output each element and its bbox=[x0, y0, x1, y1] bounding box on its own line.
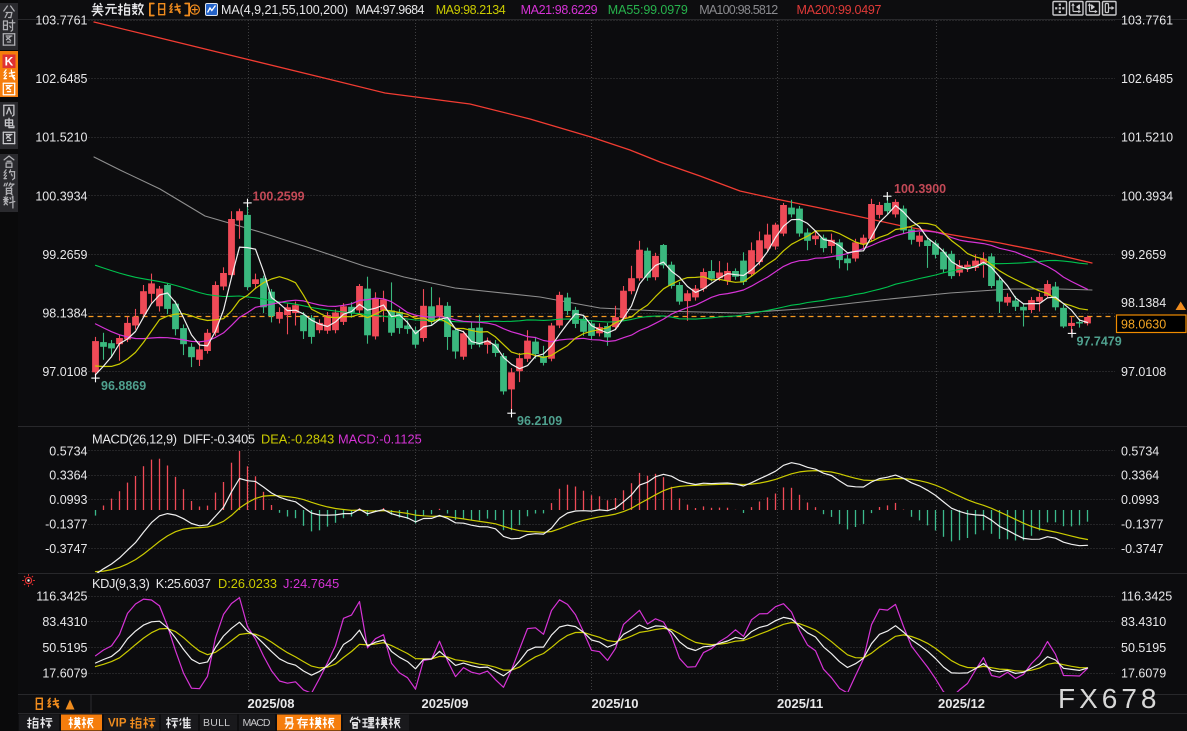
svg-text:100.3934: 100.3934 bbox=[1121, 189, 1173, 203]
svg-text:96.2109: 96.2109 bbox=[517, 414, 562, 428]
svg-text:0.0993: 0.0993 bbox=[1121, 493, 1159, 507]
svg-text:0.5734: 0.5734 bbox=[49, 444, 87, 458]
svg-text:-0.1377: -0.1377 bbox=[1121, 518, 1163, 532]
svg-text:116.3425: 116.3425 bbox=[36, 589, 87, 603]
svg-text:100.2599: 100.2599 bbox=[253, 190, 305, 204]
svg-text:17.6079: 17.6079 bbox=[1121, 667, 1166, 681]
svg-text:MA55:99.0979: MA55:99.0979 bbox=[608, 3, 688, 17]
svg-text:MA200:99.0497: MA200:99.0497 bbox=[797, 3, 882, 17]
svg-text:101.5210: 101.5210 bbox=[1121, 131, 1173, 145]
svg-text:FX678: FX678 bbox=[1058, 683, 1161, 714]
svg-text:97.0108: 97.0108 bbox=[1121, 365, 1166, 379]
svg-text:MA100:98.5812: MA100:98.5812 bbox=[699, 3, 778, 17]
svg-text:101.5210: 101.5210 bbox=[35, 131, 87, 145]
svg-text:J:24.7645: J:24.7645 bbox=[283, 576, 339, 591]
svg-text:50.5195: 50.5195 bbox=[1121, 641, 1166, 655]
svg-text:MA4:97.9684: MA4:97.9684 bbox=[356, 3, 425, 17]
svg-text:2025/12: 2025/12 bbox=[938, 696, 985, 711]
svg-text:99.2659: 99.2659 bbox=[42, 248, 87, 262]
svg-text:50.5195: 50.5195 bbox=[42, 641, 87, 655]
svg-text:83.4310: 83.4310 bbox=[1121, 615, 1166, 629]
svg-text:0.5734: 0.5734 bbox=[1121, 444, 1159, 458]
svg-text:BULL: BULL bbox=[203, 717, 230, 729]
svg-text:103.7761: 103.7761 bbox=[1121, 14, 1173, 28]
svg-text:116.3425: 116.3425 bbox=[1121, 589, 1172, 603]
svg-text:MACD(26,12,9) DIFF:-0.3405: MACD(26,12,9) DIFF:-0.3405 bbox=[92, 432, 255, 447]
svg-text:2025/10: 2025/10 bbox=[592, 696, 639, 711]
svg-text:97.0108: 97.0108 bbox=[42, 365, 87, 379]
svg-text:17.6079: 17.6079 bbox=[42, 667, 87, 681]
svg-text:97.7479: 97.7479 bbox=[1077, 335, 1122, 349]
svg-text:83.4310: 83.4310 bbox=[42, 615, 87, 629]
svg-text:D:26.0233: D:26.0233 bbox=[218, 576, 277, 591]
svg-text:102.6485: 102.6485 bbox=[1121, 72, 1173, 86]
svg-text:MA21:98.6229: MA21:98.6229 bbox=[521, 3, 598, 17]
svg-text:2025/08: 2025/08 bbox=[248, 696, 295, 711]
svg-text:98.0630: 98.0630 bbox=[1121, 317, 1166, 331]
svg-text:K: K bbox=[5, 55, 14, 69]
svg-text:103.7761: 103.7761 bbox=[35, 14, 87, 28]
svg-text:-0.3747: -0.3747 bbox=[45, 542, 87, 556]
svg-text:99.2659: 99.2659 bbox=[1121, 248, 1166, 262]
svg-text:2025/11: 2025/11 bbox=[777, 696, 823, 711]
svg-text:MA(4,9,21,55,100,200): MA(4,9,21,55,100,200) bbox=[221, 3, 348, 17]
svg-text:98.1384: 98.1384 bbox=[42, 306, 87, 320]
svg-text:MACD: MACD bbox=[243, 717, 271, 729]
svg-text:DEA:-0.2843: DEA:-0.2843 bbox=[261, 432, 334, 447]
svg-text:0.0993: 0.0993 bbox=[49, 493, 87, 507]
svg-text:100.3900: 100.3900 bbox=[894, 182, 946, 196]
svg-text:KDJ(9,3,3) K:25.6037: KDJ(9,3,3) K:25.6037 bbox=[92, 576, 211, 591]
svg-text:-0.1377: -0.1377 bbox=[45, 518, 87, 532]
svg-text:0.3364: 0.3364 bbox=[1121, 469, 1159, 483]
svg-text:VIP: VIP bbox=[108, 718, 127, 730]
svg-text:96.8869: 96.8869 bbox=[101, 379, 146, 393]
svg-text:MACD:-0.1125: MACD:-0.1125 bbox=[338, 432, 422, 447]
svg-text:0.3364: 0.3364 bbox=[49, 469, 87, 483]
svg-text:MA9:98.2134: MA9:98.2134 bbox=[436, 3, 506, 17]
svg-text:2025/09: 2025/09 bbox=[422, 696, 469, 711]
svg-text:98.1384: 98.1384 bbox=[1121, 296, 1166, 310]
svg-text:100.3934: 100.3934 bbox=[35, 189, 87, 203]
svg-text:-0.3747: -0.3747 bbox=[1121, 542, 1163, 556]
svg-text:102.6485: 102.6485 bbox=[35, 72, 87, 86]
